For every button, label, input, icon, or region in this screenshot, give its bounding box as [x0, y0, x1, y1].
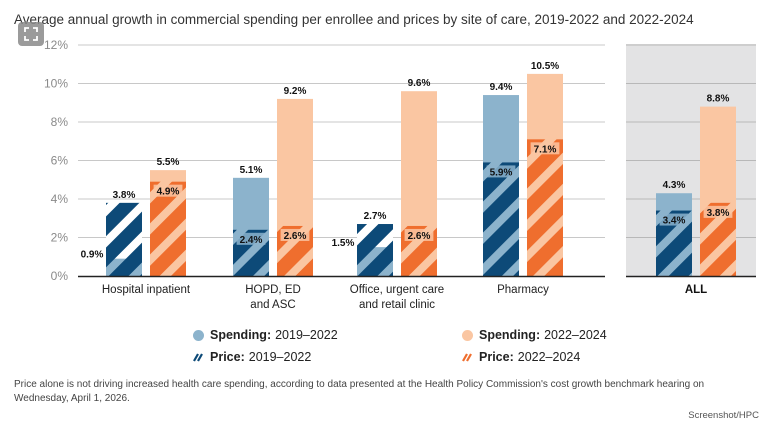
category-label: HOPD, ED [245, 284, 301, 296]
label-spending-2019-2022: 5.1% [240, 165, 263, 176]
label-price-2019-2022: 5.9% [490, 167, 513, 178]
chart-title: Average annual growth in commercial spen… [14, 12, 694, 27]
legend-label: 2022–2024 [517, 350, 581, 364]
label-spending-2019-2022: 0.9% [81, 250, 104, 261]
legend-label-bold: Price: [210, 350, 245, 364]
label-spending-2022-2024: 9.2% [284, 86, 307, 97]
hatch-swatch-icon [462, 352, 473, 363]
label-price-2022-2024-bg [703, 205, 733, 218]
category-labels: Hospital inpatient HOPD, ED and ASC Office,… [102, 284, 707, 311]
data-labels: 3.8% 0.9% 5.5% 4.9% 5.1% 2.4% 9.2% 2.6% 2.7% 1.5%… [81, 61, 733, 261]
bar-price-2022-2024 [527, 139, 563, 276]
label-spending-2019-2022: 9.4% [490, 82, 513, 93]
bar-spending-2019-2022 [357, 247, 393, 276]
label-price-2019-2022: 3.8% [113, 190, 136, 201]
y-tick-label: 4% [51, 192, 69, 206]
label-price-2022-2024: 2.6% [284, 231, 307, 242]
legend-label: 2019–2022 [248, 350, 312, 364]
y-tick-label: 8% [51, 115, 69, 129]
y-tick-label: 12% [44, 38, 68, 52]
label-price-2019-2022-bg [659, 213, 689, 226]
chart-svg: 0% 2% 4% 6% 8% 10% 12% 3.8% 0.9% 5.5% 4.9% 5.1% 2.4… [44, 38, 756, 311]
label-price-2022-2024-bg [404, 228, 434, 241]
label-price-2022-2024: 3.8% [707, 208, 730, 219]
hatch-swatch-icon [193, 352, 204, 363]
legend-item-spending-2022: Spending: 2022–2024 [462, 328, 607, 342]
label-price-2022-2024-bg [530, 142, 560, 155]
legend-label-bold: Price: [479, 350, 514, 364]
label-price-2019-2022: 2.4% [240, 235, 263, 246]
circle-swatch-icon [193, 329, 204, 341]
category-label: and retail clinic [359, 299, 435, 311]
category-label: and ASC [250, 299, 295, 311]
bar-price-2022-2024 [150, 181, 186, 276]
category-label: Office, urgent care [350, 284, 444, 296]
label-spending-2019-2022: 4.3% [663, 180, 686, 191]
y-tick-label: 6% [51, 154, 69, 168]
bar-spending-2019-2022 [106, 258, 142, 276]
legend-label: 2019–2022 [275, 328, 338, 342]
bar-price-2019-2022 [483, 162, 519, 276]
legend-item-price-2022: Price: 2022–2024 [462, 350, 580, 364]
label-price-2019-2022-bg [486, 165, 516, 178]
label-price-2019-2022-bg [236, 232, 266, 245]
label-spending-2022-2024: 8.8% [707, 94, 730, 105]
label-price-2022-2024-bg [153, 184, 183, 197]
label-spending-2019-2022: 1.5% [332, 238, 355, 249]
category-label: Pharmacy [497, 284, 549, 296]
expand-button[interactable] [18, 22, 44, 46]
legend-item-spending-2019: Spending: 2019–2022 [193, 328, 338, 342]
y-tick-label: 10% [44, 77, 68, 91]
y-axis-ticks: 0% 2% 4% 6% 8% 10% 12% [44, 38, 68, 283]
label-spending-2022-2024: 5.5% [157, 157, 180, 168]
legend-label-bold: Spending: [479, 328, 541, 342]
label-price-2022-2024: 2.6% [408, 231, 431, 242]
circle-swatch-icon [462, 329, 473, 341]
label-price-2019-2022: 3.4% [663, 216, 686, 227]
expand-icon [24, 27, 38, 41]
label-price-2022-2024-bg [280, 228, 310, 241]
label-spending-2022-2024: 10.5% [531, 61, 559, 72]
label-price-2022-2024: 4.9% [157, 187, 180, 198]
category-label: ALL [685, 284, 707, 296]
label-spending-2022-2024: 9.6% [408, 78, 431, 89]
legend-label: 2022–2024 [544, 328, 607, 342]
category-label: Hospital inpatient [102, 284, 191, 296]
label-price-2019-2022: 2.7% [364, 211, 387, 222]
caption: Price alone is not driving increased hea… [14, 379, 705, 404]
y-tick-label: 0% [51, 269, 69, 283]
legend-label-bold: Spending: [210, 328, 272, 342]
legend-item-price-2019: Price: 2019–2022 [193, 350, 311, 364]
label-price-2022-2024: 7.1% [534, 144, 557, 155]
photo-credit: Screenshot/HPC [688, 410, 759, 421]
y-tick-label: 2% [51, 231, 69, 245]
